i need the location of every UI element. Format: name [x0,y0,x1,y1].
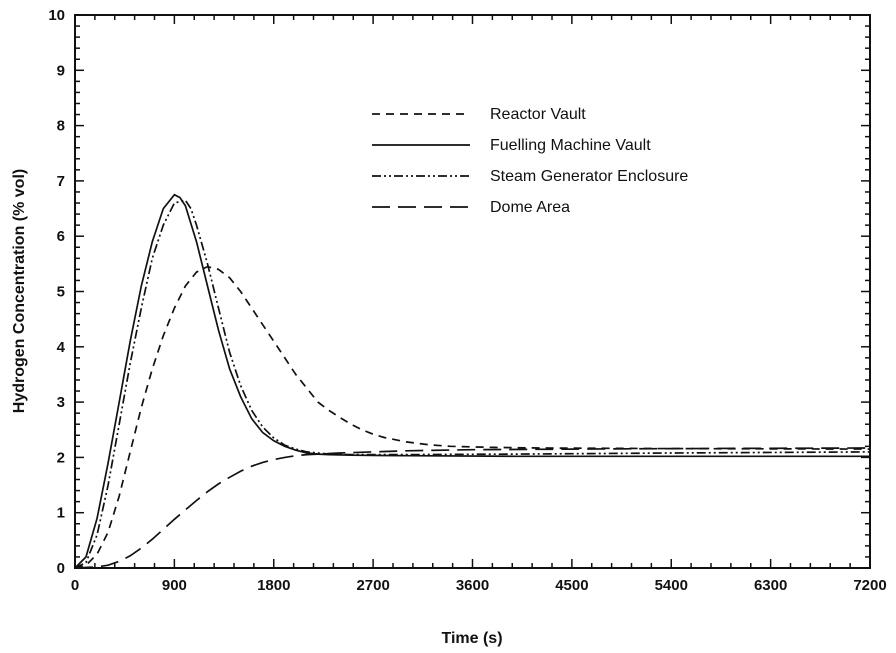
x-tick-label: 3600 [456,577,489,594]
plot-frame [74,14,871,569]
y-tick-label: 1 [57,505,65,522]
tick-labels: 0 900 1800 2700 3600 4500 5400 6300 7200 0 1 2 3 4 5 6 7… [48,7,886,594]
x-tick-label: 0 [71,577,79,594]
x-tick-label: 7200 [853,577,886,594]
y-tick-label: 2 [57,449,65,466]
legend-label-steam-generator-enclosure: Steam Generator Enclosure [490,168,688,185]
series-line-steam-generator-enclosure [74,199,871,569]
x-tick-label: 6300 [754,577,787,594]
series-lines [74,193,871,569]
y-tick-label: 7 [57,173,65,190]
legend: Reactor Vault Fuelling Machine Vault Steam… [372,106,688,216]
legend-label-dome-area: Dome Area [490,199,570,216]
y-tick-label: 6 [57,228,65,245]
x-tick-label: 1800 [257,577,290,594]
legend-label-reactor-vault: Reactor Vault [490,106,586,123]
x-tick-label: 5400 [655,577,688,594]
x-axis-label: Time (s) [441,630,502,647]
axis-ticks [74,14,871,569]
y-tick-label: 4 [57,339,66,356]
y-tick-label: 0 [57,560,65,577]
series-line-fuelling-machine-vault [74,193,870,569]
y-tick-label: 9 [57,62,65,79]
y-tick-label: 8 [57,118,65,135]
y-tick-label: 5 [57,284,65,301]
x-tick-label: 900 [162,577,187,594]
legend-label-fuelling-machine-vault: Fuelling Machine Vault [490,137,651,154]
series-line-dome-area [74,447,871,569]
x-tick-label: 2700 [356,577,389,594]
y-tick-label: 10 [48,7,65,24]
x-tick-label: 4500 [555,577,588,594]
y-axis-label: Hydrogen Concentration (% vol) [11,169,28,413]
y-tick-label: 3 [57,394,65,411]
series-line-reactor-vault [74,265,871,569]
